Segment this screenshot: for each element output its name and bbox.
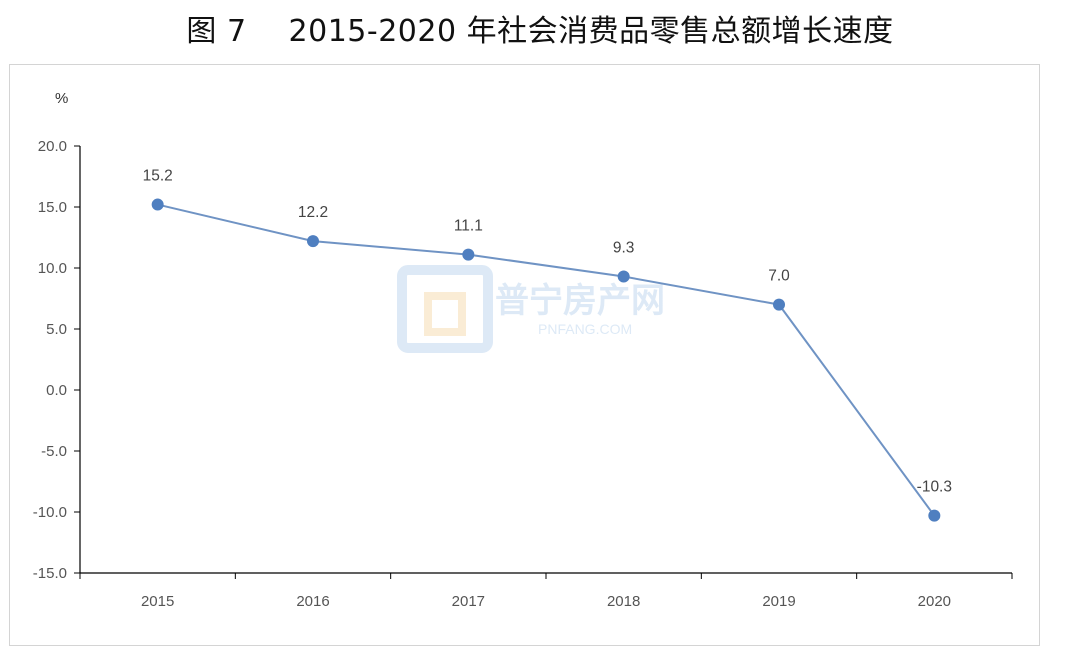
series-polyline bbox=[157, 203, 936, 517]
data-label: 15.2 bbox=[143, 168, 173, 185]
y-tick-label: -5.0 bbox=[41, 443, 67, 460]
figure-title: 2015-2020 年社会消费品零售总额增长速度 bbox=[288, 14, 894, 49]
chart-frame bbox=[9, 64, 1040, 646]
y-tick-label: -10.0 bbox=[33, 504, 67, 521]
figure-number: 图 7 bbox=[186, 14, 247, 49]
x-tick-label: 2016 bbox=[296, 593, 329, 610]
data-label: -10.3 bbox=[917, 479, 952, 496]
x-tick-label: 2020 bbox=[918, 593, 951, 610]
y-axis: 20.0 15.0 10.0 5.0 0.0 -5.0 -10.0 -15.0 bbox=[33, 138, 81, 582]
y-tick-label: 10.0 bbox=[38, 260, 67, 277]
data-point bbox=[307, 235, 319, 248]
x-tick-label: 2015 bbox=[141, 593, 174, 610]
x-tick-label: 2019 bbox=[762, 593, 795, 610]
y-tick-label: 15.0 bbox=[38, 199, 67, 216]
data-point bbox=[928, 509, 941, 522]
data-labels: 15.2 12.2 11.1 9.3 7.0 -10.3 bbox=[143, 168, 952, 496]
y-tick-label: -15.0 bbox=[33, 565, 67, 582]
x-tick-label: 2018 bbox=[607, 593, 640, 610]
series-line bbox=[151, 198, 941, 522]
watermark-name: 普宁房产网 bbox=[495, 281, 665, 321]
data-point bbox=[773, 298, 785, 311]
y-tick-label: 0.0 bbox=[46, 382, 67, 399]
data-label: 7.0 bbox=[768, 268, 790, 285]
watermark-logo bbox=[397, 265, 493, 353]
watermark: 普宁房产网 PNFANG.COM bbox=[397, 265, 665, 353]
data-point bbox=[462, 248, 475, 261]
data-label: 12.2 bbox=[298, 204, 328, 221]
data-label: 9.3 bbox=[613, 240, 635, 257]
x-tick-label: 2017 bbox=[452, 593, 485, 610]
data-label: 11.1 bbox=[454, 218, 483, 235]
y-tick-label: 20.0 bbox=[38, 138, 67, 155]
y-tick-label: 5.0 bbox=[46, 321, 67, 338]
watermark-url: PNFANG.COM bbox=[538, 321, 632, 337]
watermark-logo-inner bbox=[424, 292, 466, 336]
chart-title: 图 7 2015-2020 年社会消费品零售总额增长速度 bbox=[0, 6, 1080, 50]
data-point bbox=[617, 270, 630, 283]
x-axis: 2015 2016 2017 2018 2019 2020 bbox=[79, 572, 1013, 610]
y-axis-unit: % bbox=[55, 90, 68, 107]
data-point bbox=[151, 198, 164, 211]
